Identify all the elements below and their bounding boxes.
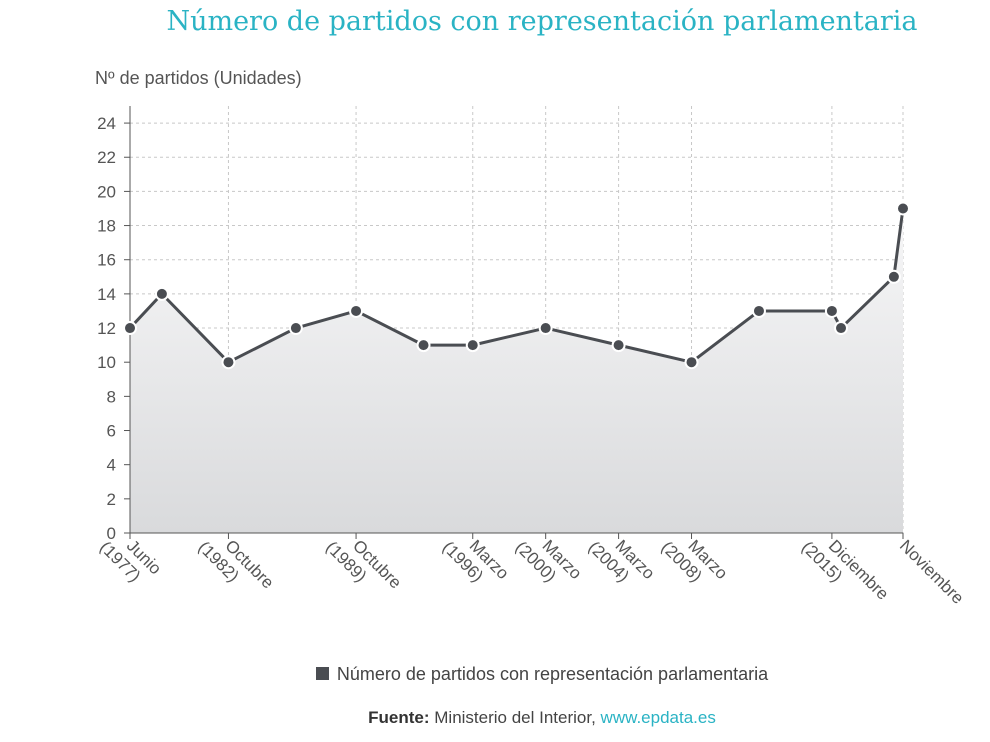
y-tick-label: 22 bbox=[97, 148, 116, 167]
y-tick-label: 18 bbox=[97, 217, 116, 236]
y-axis-label: Nº de partidos (Unidades) bbox=[95, 68, 302, 88]
x-tick-label: Octubre(1989) bbox=[322, 523, 405, 606]
data-point bbox=[824, 303, 839, 318]
data-point bbox=[465, 338, 480, 353]
source-prefix: Fuente: bbox=[368, 708, 430, 727]
y-tick-label: 12 bbox=[97, 319, 116, 338]
y-tick-label: 14 bbox=[97, 285, 116, 304]
data-point bbox=[154, 286, 169, 301]
legend-label: Número de partidos con representación pa… bbox=[336, 664, 769, 684]
data-point bbox=[123, 321, 137, 336]
legend[interactable]: Número de partidos con representación pa… bbox=[0, 664, 990, 685]
data-point bbox=[834, 321, 849, 336]
data-point bbox=[886, 269, 901, 284]
data-point bbox=[684, 355, 699, 370]
data-point bbox=[416, 338, 431, 353]
source-text: Ministerio del Interior, bbox=[429, 708, 601, 727]
y-tick-label: 16 bbox=[97, 251, 116, 270]
y-tick-label: 8 bbox=[107, 387, 116, 406]
x-tick-label: Diciembre(2015) bbox=[798, 523, 892, 617]
source-link[interactable]: www.epdata.es bbox=[600, 708, 716, 727]
data-point bbox=[538, 321, 553, 336]
data-point bbox=[896, 201, 910, 216]
x-tick-label: Marzo(2000) bbox=[512, 523, 586, 597]
y-tick-label: 24 bbox=[97, 114, 116, 133]
data-point bbox=[288, 321, 303, 336]
data-point bbox=[751, 303, 766, 318]
source-note: Fuente: Ministerio del Interior, www.epd… bbox=[0, 708, 990, 728]
data-point bbox=[611, 338, 626, 353]
x-tick-label: Marzo(2008) bbox=[658, 523, 732, 597]
y-tick-label: 20 bbox=[97, 182, 116, 201]
data-point bbox=[221, 355, 236, 370]
legend-swatch bbox=[315, 667, 329, 680]
chart-title: Número de partidos con representación pa… bbox=[166, 6, 918, 37]
data-point bbox=[349, 303, 364, 318]
x-tick-label: Marzo(1996) bbox=[439, 523, 513, 597]
y-tick-label: 10 bbox=[97, 353, 116, 372]
x-tick-label: Marzo(2004) bbox=[585, 523, 659, 597]
y-tick-label: 6 bbox=[107, 422, 116, 441]
series-area bbox=[130, 208, 903, 534]
x-tick-label: Noviembre bbox=[896, 536, 968, 608]
y-tick-label: 0 bbox=[107, 524, 116, 543]
x-tick-label: Octubre(1982) bbox=[195, 523, 278, 606]
y-tick-label: 4 bbox=[107, 456, 116, 475]
y-tick-label: 2 bbox=[107, 490, 116, 509]
